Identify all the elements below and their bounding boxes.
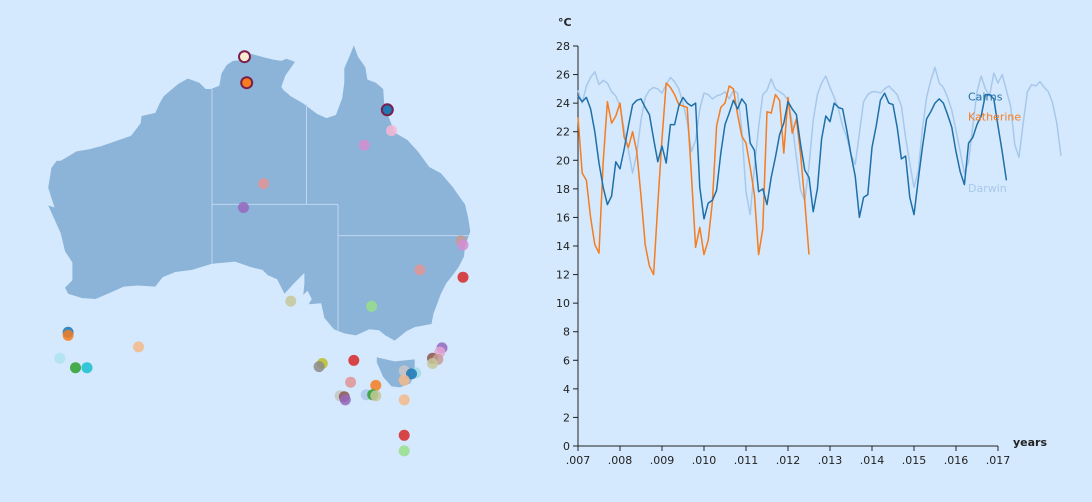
map-landmass (48, 45, 471, 388)
y-tick-label: 12 (556, 269, 570, 282)
x-tick-label: .016 (944, 454, 969, 467)
y-tick-label: 16 (556, 211, 570, 224)
station-marker[interactable] (398, 394, 410, 406)
x-tick-label: .009 (650, 454, 675, 467)
mainland-shape (48, 45, 471, 341)
x-tick-label: .015 (902, 454, 927, 467)
station-marker[interactable] (398, 429, 410, 441)
chart-axes: 0246810121416182022242628.007.008.009.01… (556, 40, 1010, 467)
selected-station-marker[interactable] (238, 50, 251, 64)
station-marker[interactable] (366, 300, 378, 312)
y-tick-label: 4 (563, 383, 570, 396)
y-axis-label: °C (558, 16, 572, 29)
chart-legend: Cairns Katherine Darwin (968, 90, 1021, 194)
series-line-darwin (577, 66, 1062, 216)
y-tick-label: 14 (556, 240, 570, 253)
station-marker[interactable] (457, 239, 469, 251)
station-marker[interactable] (313, 361, 325, 373)
station-marker[interactable] (398, 374, 410, 386)
x-axis-label: years (1013, 436, 1047, 449)
station-marker[interactable] (345, 376, 357, 388)
y-tick-label: 8 (563, 326, 570, 339)
chart-series (577, 66, 1062, 276)
station-marker[interactable] (370, 390, 382, 402)
station-marker[interactable] (238, 202, 249, 213)
series-line-cairns (577, 92, 1008, 220)
station-marker[interactable] (414, 264, 426, 276)
station-marker[interactable] (70, 362, 81, 374)
x-tick-label: .014 (860, 454, 885, 467)
x-tick-label: .012 (776, 454, 801, 467)
station-marker[interactable] (358, 139, 370, 151)
x-tick-label: .011 (734, 454, 759, 467)
x-tick-label: .017 (986, 454, 1011, 467)
y-tick-label: 20 (556, 154, 570, 167)
selected-station-marker[interactable] (240, 76, 254, 90)
station-markers (54, 50, 469, 457)
temperature-chart: 0246810121416182022242628.007.008.009.01… (556, 16, 1062, 467)
y-tick-label: 24 (556, 97, 570, 110)
station-marker[interactable] (81, 362, 93, 374)
legend-label-katherine[interactable]: Katherine (968, 110, 1021, 123)
station-marker[interactable] (133, 341, 144, 353)
y-tick-label: 22 (556, 126, 570, 139)
station-marker[interactable] (370, 379, 382, 391)
station-marker[interactable] (348, 354, 360, 366)
selected-station-marker[interactable] (380, 103, 394, 117)
x-tick-label: .008 (608, 454, 633, 467)
series-line-katherine (577, 82, 810, 276)
legend-label-darwin[interactable]: Darwin (968, 182, 1007, 195)
x-tick-label: .010 (692, 454, 717, 467)
station-marker[interactable] (54, 352, 66, 364)
y-tick-label: 0 (563, 440, 570, 453)
station-marker[interactable] (398, 445, 410, 457)
y-tick-label: 18 (556, 183, 570, 196)
y-tick-label: 26 (556, 69, 570, 82)
y-tick-label: 6 (563, 354, 570, 367)
x-tick-label: .013 (818, 454, 843, 467)
australia-map (48, 45, 471, 457)
state-borders (211, 88, 470, 331)
station-marker[interactable] (285, 295, 297, 307)
station-marker[interactable] (386, 125, 397, 137)
y-tick-label: 28 (556, 40, 570, 53)
station-marker[interactable] (339, 394, 351, 406)
station-marker[interactable] (457, 271, 469, 283)
y-tick-label: 2 (563, 411, 570, 424)
x-tick-label: .007 (566, 454, 591, 467)
station-marker[interactable] (258, 178, 269, 190)
station-marker[interactable] (406, 368, 417, 380)
station-marker[interactable] (62, 329, 74, 341)
station-marker[interactable] (427, 358, 438, 369)
y-tick-label: 10 (556, 297, 570, 310)
legend-label-cairns[interactable]: Cairns (968, 90, 1003, 103)
